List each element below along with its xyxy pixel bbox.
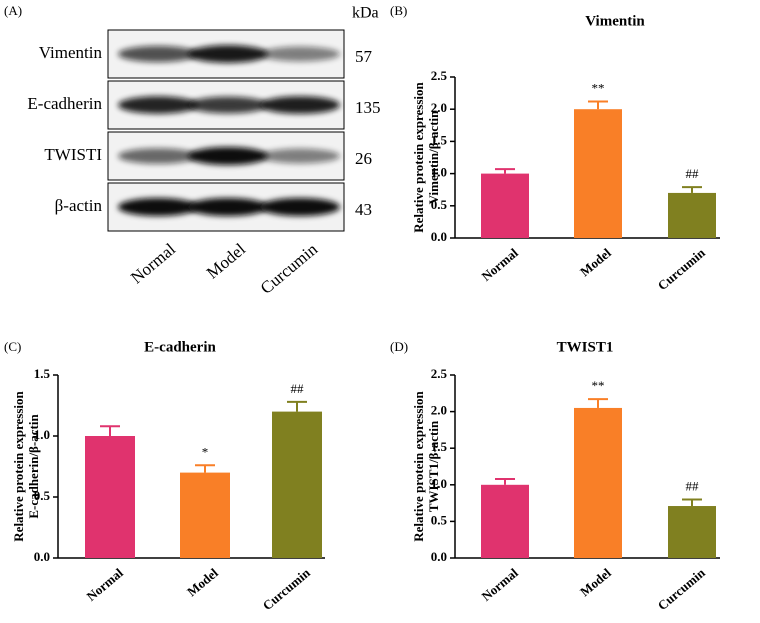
chart-title: TWIST1 bbox=[557, 339, 614, 355]
y-tick-label: 2.5 bbox=[431, 366, 448, 381]
bar bbox=[668, 192, 716, 238]
annotation: ## bbox=[686, 166, 700, 181]
y-tick-label: 1.0 bbox=[34, 427, 50, 442]
lane-label: Model bbox=[203, 239, 249, 282]
y-tick-label: 0.5 bbox=[431, 197, 448, 212]
y-tick-label: 0.5 bbox=[34, 488, 51, 503]
blot-band bbox=[118, 198, 198, 216]
bar bbox=[180, 472, 230, 558]
bar bbox=[272, 411, 322, 558]
bar bbox=[481, 173, 529, 238]
y-tick-label: 1.5 bbox=[34, 366, 51, 381]
x-tick-label: Model bbox=[577, 565, 614, 599]
bar bbox=[574, 109, 622, 238]
blot-band bbox=[188, 96, 268, 114]
y-axis-label: Vimentin/β-actin bbox=[426, 110, 441, 205]
panel-label: (C) bbox=[4, 339, 21, 354]
blot-band bbox=[118, 96, 198, 114]
x-tick-label: Curcumin bbox=[260, 565, 314, 614]
x-tick-label: Normal bbox=[479, 245, 522, 284]
x-tick-label: Normal bbox=[84, 565, 127, 604]
x-tick-label: Curcumin bbox=[655, 565, 709, 614]
y-tick-label: 1.5 bbox=[431, 439, 448, 454]
y-tick-label: 1.5 bbox=[431, 132, 448, 147]
blot-band bbox=[188, 147, 268, 165]
y-axis-label: Relative protein expression bbox=[11, 391, 26, 542]
y-tick-label: 1.0 bbox=[431, 165, 447, 180]
annotation: ** bbox=[592, 80, 605, 95]
x-tick-label: Curcumin bbox=[655, 245, 709, 294]
y-axis-label: TWIST1/β-actin bbox=[426, 420, 441, 512]
bar bbox=[574, 407, 622, 558]
blot-band bbox=[188, 45, 268, 63]
blot-band bbox=[260, 96, 340, 114]
unit-label: kDa bbox=[352, 5, 379, 22]
panel-label: (A) bbox=[4, 3, 22, 18]
y-tick-label: 0.0 bbox=[34, 549, 50, 564]
protein-label: E-cadherin bbox=[27, 94, 102, 113]
bar bbox=[668, 506, 716, 558]
kda-label: 43 bbox=[355, 200, 372, 219]
y-tick-label: 2.0 bbox=[431, 403, 447, 418]
panel-label: (B) bbox=[390, 3, 407, 18]
chart-title: E-cadherin bbox=[144, 339, 216, 355]
annotation: ## bbox=[686, 478, 700, 493]
chart-title: Vimentin bbox=[585, 13, 645, 29]
y-tick-label: 1.0 bbox=[431, 476, 447, 491]
blot-band bbox=[260, 148, 340, 164]
y-tick-label: 2.0 bbox=[431, 100, 447, 115]
blot-band bbox=[188, 198, 268, 216]
y-tick-label: 0.0 bbox=[431, 229, 447, 244]
y-axis-label: E-cadherin/β-actin bbox=[26, 414, 41, 519]
bar bbox=[85, 436, 135, 558]
x-tick-label: Normal bbox=[479, 565, 522, 604]
panel-label: (D) bbox=[390, 339, 408, 354]
blot-band bbox=[118, 45, 198, 63]
protein-label: TWISTI bbox=[44, 145, 102, 164]
lane-label: Curcumin bbox=[257, 239, 322, 298]
kda-label: 135 bbox=[355, 98, 381, 117]
kda-label: 57 bbox=[355, 47, 373, 66]
protein-label: Vimentin bbox=[39, 43, 103, 62]
y-tick-label: 0.5 bbox=[431, 512, 448, 527]
bar bbox=[481, 484, 529, 558]
y-tick-label: 2.5 bbox=[431, 68, 448, 83]
blot-band bbox=[260, 46, 340, 62]
blot-band bbox=[260, 198, 340, 216]
annotation: ** bbox=[592, 378, 605, 393]
x-tick-label: Model bbox=[184, 565, 221, 599]
x-tick-label: Model bbox=[577, 245, 614, 279]
blot-band bbox=[118, 148, 198, 164]
lane-label: Normal bbox=[127, 239, 179, 287]
annotation: * bbox=[202, 444, 209, 459]
y-axis-label: Relative protein expression bbox=[411, 391, 426, 542]
y-tick-label: 0.0 bbox=[431, 549, 447, 564]
kda-label: 26 bbox=[355, 149, 372, 168]
y-axis-label: Relative protein expression bbox=[411, 82, 426, 233]
protein-label: β-actin bbox=[55, 196, 103, 215]
annotation: ## bbox=[291, 381, 305, 396]
